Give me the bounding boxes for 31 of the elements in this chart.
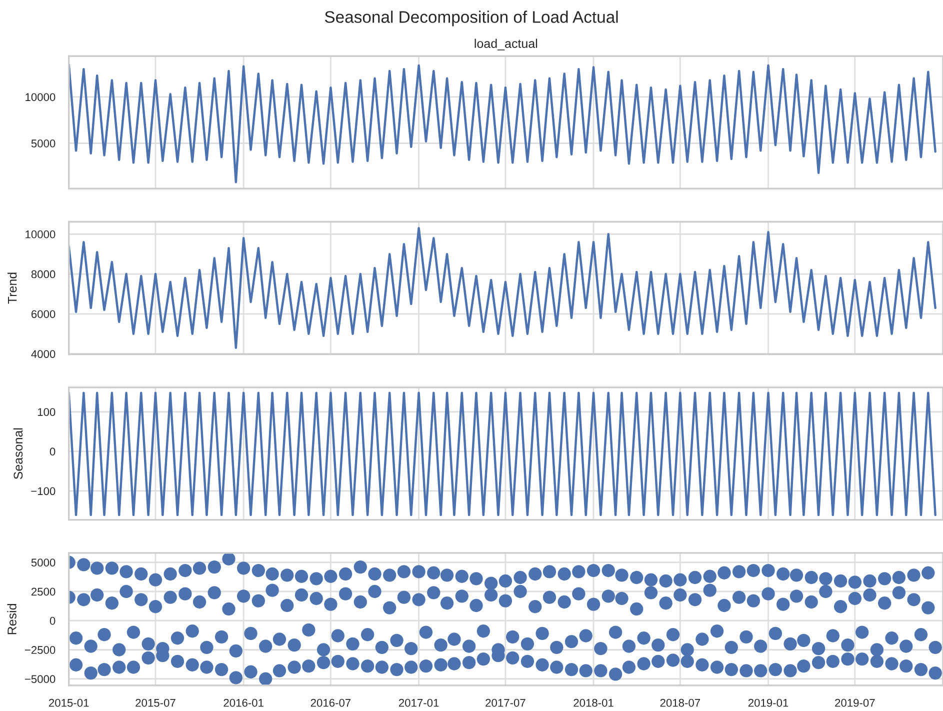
y-tick-label: 5000 xyxy=(31,558,56,567)
x-tick-label: 2018-01 xyxy=(574,698,614,707)
x-tick-label: 2015-07 xyxy=(136,698,176,707)
x-tick-label: 2015-01 xyxy=(49,698,89,707)
y-tick-label: 10000 xyxy=(26,93,56,102)
y-tick-label: −5000 xyxy=(24,675,56,684)
y-axis-title: Seasonal xyxy=(13,428,23,480)
x-tick-label: 2016-07 xyxy=(310,698,351,707)
y-tick-label: 2500 xyxy=(31,588,56,596)
y-tick-label: −100 xyxy=(31,487,56,496)
chart-title: Seasonal Decomposition of Load Actual xyxy=(324,10,618,26)
y-tick-label: 5000 xyxy=(31,140,56,148)
y-tick-label: 6000 xyxy=(31,310,56,318)
x-tick-label: 2019-01 xyxy=(748,698,788,707)
y-tick-label: 8000 xyxy=(31,270,56,278)
chart-subtitle: load_actual xyxy=(474,38,538,50)
y-axis-title: Resid xyxy=(7,604,16,634)
x-tick-label: 2019-07 xyxy=(835,698,875,707)
y-tick-label: 0 xyxy=(50,448,56,456)
x-tick-label: 2016-01 xyxy=(224,698,264,707)
x-tick-label: 2018-07 xyxy=(660,698,700,707)
y-tick-label: 4000 xyxy=(31,350,56,358)
y-tick-label: −2500 xyxy=(24,646,56,654)
line-series xyxy=(68,227,936,349)
y-tick-label: 0 xyxy=(50,616,56,625)
x-tick-label: 2017-01 xyxy=(398,698,439,707)
y-tick-label: 100 xyxy=(38,408,56,416)
x-tick-label: 2017-07 xyxy=(486,698,526,707)
y-tick-label: 10000 xyxy=(26,230,56,238)
y-axis-title: Trend xyxy=(8,272,17,304)
line-series xyxy=(68,63,936,184)
